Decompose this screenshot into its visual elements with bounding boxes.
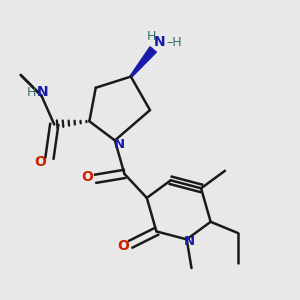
Text: N: N [154,35,165,50]
Text: O: O [34,155,46,169]
Text: O: O [81,170,93,184]
Text: N: N [114,138,125,151]
Text: N: N [184,235,195,248]
Polygon shape [130,47,156,77]
Text: H: H [147,30,156,43]
Text: –H: –H [166,36,182,49]
Text: N: N [36,85,48,99]
Text: O: O [117,239,129,253]
Text: H: H [27,86,37,99]
